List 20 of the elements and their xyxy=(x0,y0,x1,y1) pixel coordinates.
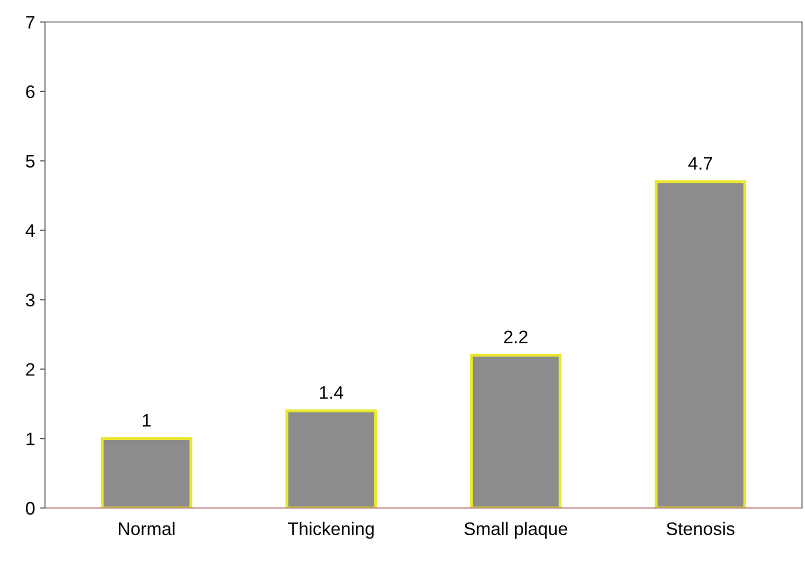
x-tick-label: Thickening xyxy=(288,522,374,539)
y-tick-label: 5 xyxy=(26,154,35,168)
y-tick-label: 0 xyxy=(26,502,35,515)
bar xyxy=(285,409,377,508)
y-tick-label: 2 xyxy=(26,363,34,376)
bar xyxy=(100,437,192,508)
x-tick-label: Normal xyxy=(118,522,174,536)
data-label: 2.2 xyxy=(504,330,528,344)
data-label: 1 xyxy=(142,414,151,426)
x-tick-label: Stenosis xyxy=(666,522,734,536)
y-tick-label: 7 xyxy=(26,16,34,29)
bar xyxy=(470,354,562,508)
y-tick-label: 4 xyxy=(26,224,35,237)
data-label: 1.4 xyxy=(320,386,344,399)
x-tick-label: Small plaque xyxy=(464,522,568,539)
data-label: 4.7 xyxy=(688,157,712,170)
bar xyxy=(654,180,746,508)
y-tick-label: 3 xyxy=(26,294,34,306)
y-tick-label: 1 xyxy=(26,432,34,446)
y-tick-label: 6 xyxy=(26,85,34,98)
